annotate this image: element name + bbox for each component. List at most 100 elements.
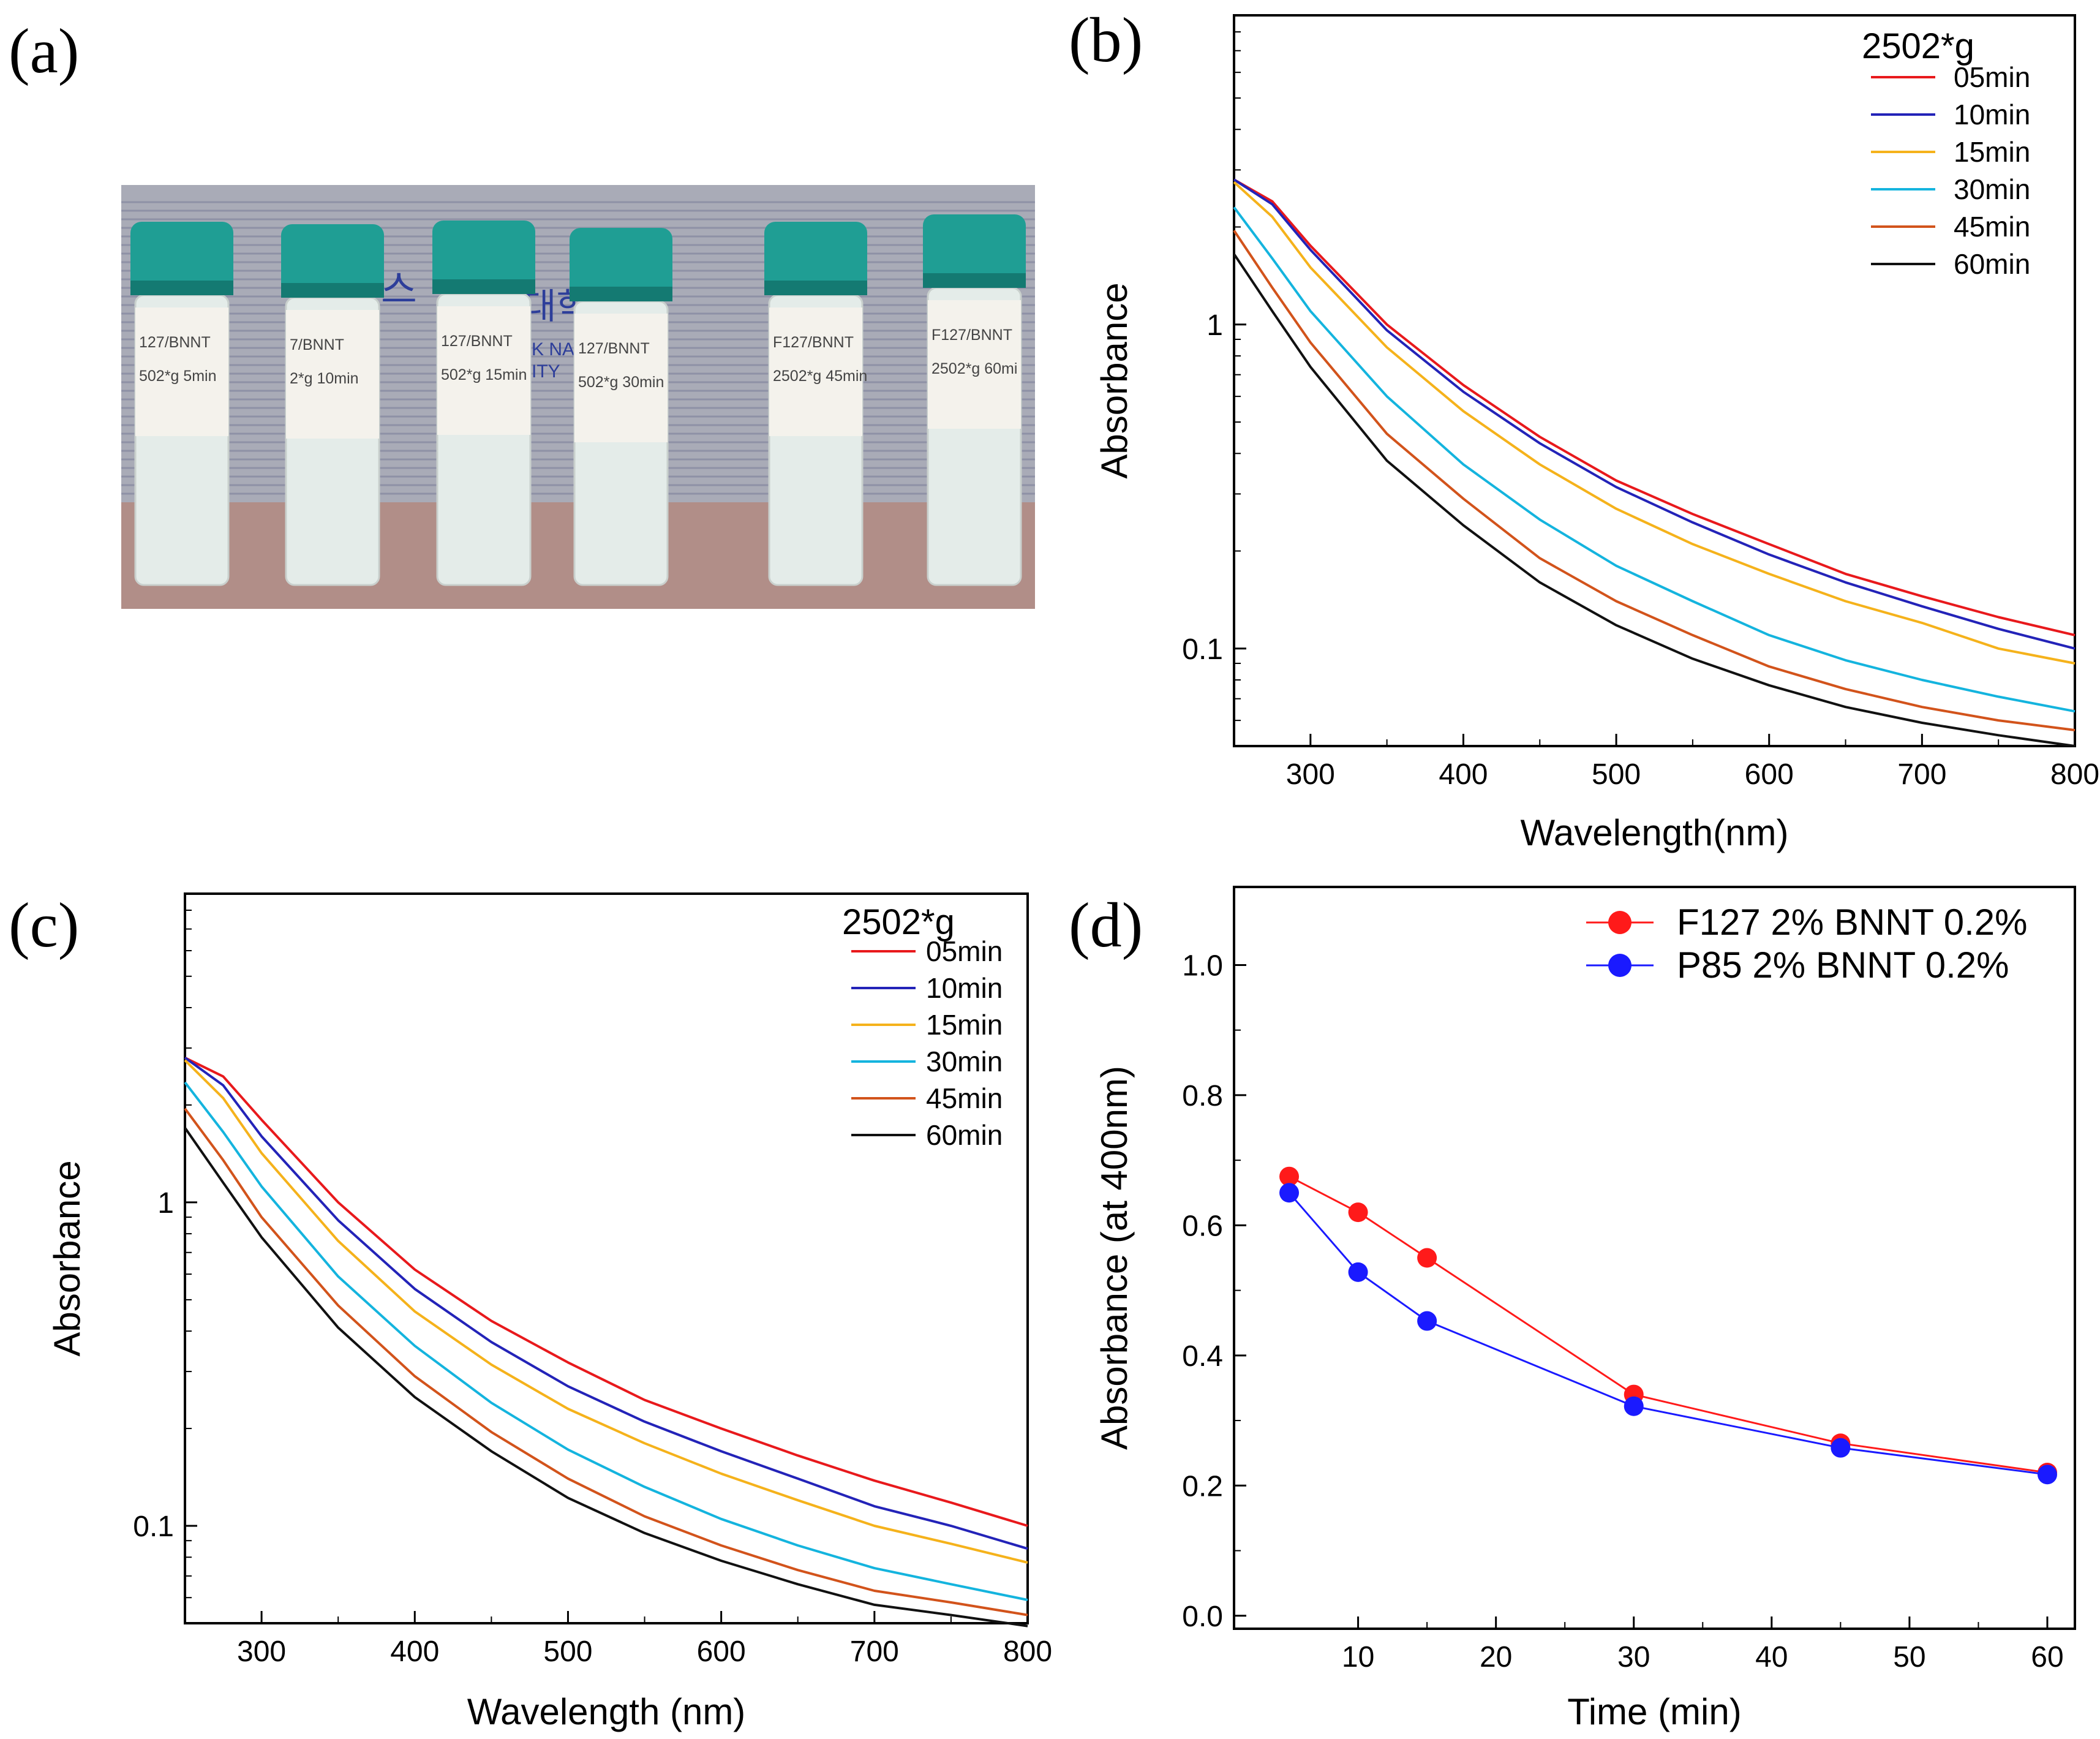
vial-cap — [764, 222, 867, 295]
vial: F127/BNNT 2502*g 45min — [764, 222, 867, 586]
legend-label: 45min — [926, 1082, 1003, 1114]
y-tick-label: 0.8 — [1182, 1080, 1223, 1112]
x-tick-label: 20 — [1480, 1641, 1512, 1673]
y-tick-label: 1 — [1206, 309, 1223, 342]
plot-frame — [1233, 14, 2076, 747]
legend-label: 30min — [1954, 173, 2030, 205]
plot-frame — [1233, 886, 2076, 1630]
vial-cap-rim — [923, 273, 1026, 288]
series-line — [1233, 178, 2076, 636]
series-line — [184, 1059, 1028, 1564]
series-line — [184, 1081, 1028, 1601]
legend-title: 2502*g — [842, 902, 955, 942]
series-line — [184, 1057, 1028, 1527]
x-tick-label: 300 — [237, 1635, 286, 1668]
panel-letter-d: (d) — [1069, 890, 1143, 960]
backdrop-text-4: ITY — [532, 361, 560, 382]
legend-label: F127 2% BNNT 0.2% — [1677, 902, 2028, 943]
vial-cap-rim — [764, 281, 867, 295]
x-tick-label: 400 — [390, 1635, 439, 1668]
vial-label-line2: 2502*g 60mi — [931, 360, 1017, 377]
legend-label: 15min — [926, 1009, 1003, 1041]
x-tick-label: 800 — [1003, 1635, 1052, 1668]
series-line — [1233, 253, 2076, 747]
legend-label: 30min — [926, 1046, 1003, 1077]
legend-label: 60min — [1954, 248, 2030, 280]
vial-cap-rim — [570, 287, 672, 301]
vial-label-sticker — [928, 300, 1021, 429]
series-line — [1233, 206, 2076, 713]
vial-label-sticker — [574, 314, 668, 442]
y-tick-label: 1.0 — [1182, 949, 1223, 982]
vial-cap — [130, 222, 233, 295]
vial-label-line1: F127/BNNT — [931, 326, 1012, 344]
vial: 127/BNNT 502*g 30min — [570, 228, 672, 586]
vial-label-line1: 7/BNNT — [290, 336, 344, 353]
x-tick-label: 50 — [1893, 1641, 1925, 1673]
data-point — [1417, 1311, 1437, 1331]
x-tick-label: 400 — [1439, 758, 1488, 791]
y-tick-label: 0.6 — [1182, 1210, 1223, 1242]
x-tick-label: 60 — [2031, 1641, 2063, 1673]
vial-label-line1: F127/BNNT — [773, 334, 854, 351]
panel-letter-a: (a) — [9, 16, 79, 86]
vial: 127/BNNT 502*g 5min — [130, 222, 233, 586]
series-line — [184, 1127, 1028, 1628]
data-point — [1831, 1438, 1851, 1458]
legend-label: P85 2% BNNT 0.2% — [1677, 945, 2009, 986]
vial-cap-rim — [281, 283, 384, 298]
vial-cap-rim — [432, 279, 535, 294]
chart-panel-b: 300 400 500 600 700 800 0.1 1 Wavelength(nm) Abso… — [1094, 14, 2099, 853]
data-point — [1624, 1396, 1644, 1416]
series-line — [1233, 181, 2076, 665]
y-axis-title: Absorbance (at 400nm) — [1094, 1066, 1135, 1450]
data-point — [1417, 1248, 1437, 1268]
vial: 7/BNNT 2*g 10min — [281, 224, 384, 586]
x-tick-label: 600 — [1745, 758, 1794, 791]
vial-cap — [923, 214, 1026, 288]
legend-label: 45min — [1954, 211, 2030, 243]
vial-label-sticker — [135, 307, 228, 436]
series-line — [184, 1107, 1028, 1616]
x-tick-label: 300 — [1286, 758, 1335, 791]
legend-label: 05min — [926, 935, 1003, 967]
y-tick-label: 0.0 — [1182, 1601, 1223, 1633]
legend-marker — [1608, 954, 1631, 977]
vial-cap — [281, 224, 384, 298]
y-tick-label: 0.2 — [1182, 1470, 1223, 1503]
y-axis-title: Absorbance — [1094, 282, 1135, 478]
data-point — [1348, 1262, 1368, 1282]
vial-label-sticker — [769, 307, 862, 436]
series-line — [1289, 1175, 2048, 1474]
data-point — [1348, 1202, 1368, 1223]
series-line — [1233, 178, 2076, 650]
data-point — [2037, 1465, 2057, 1485]
legend-label: 60min — [926, 1119, 1003, 1151]
y-tick-label: 0.1 — [1182, 633, 1223, 666]
x-axis-title: Wavelength(nm) — [1521, 812, 1789, 853]
x-tick-label: 800 — [2050, 758, 2099, 791]
y-tick-label: 1 — [157, 1187, 174, 1220]
x-axis-title: Wavelength (nm) — [467, 1691, 746, 1732]
legend-label: 15min — [1954, 136, 2030, 168]
chart-panel-d: 10 20 30 40 50 60 0.0 0.2 0.4 0.6 0.8 1.0 Time (min)… — [1094, 886, 2076, 1732]
vial-label-line2: 502*g 15min — [441, 366, 527, 383]
vial-label-line2: 502*g 5min — [139, 368, 216, 385]
panel-letter-c: (c) — [9, 890, 79, 960]
y-tick-label: 0.4 — [1182, 1340, 1223, 1373]
vial-cap — [570, 228, 672, 301]
x-tick-label: 500 — [543, 1635, 592, 1668]
x-tick-label: 40 — [1755, 1641, 1788, 1673]
x-tick-label: 700 — [850, 1635, 899, 1668]
vial-label-sticker — [437, 306, 530, 435]
vial-label-line2: 502*g 30min — [578, 374, 664, 391]
legend-title: 2502*g — [1862, 26, 1974, 66]
data-point — [1279, 1166, 1300, 1186]
series-line — [1233, 230, 2076, 731]
series-line — [184, 1057, 1028, 1550]
legend-label: 10min — [1954, 99, 2030, 130]
x-tick-label: 600 — [697, 1635, 746, 1668]
vial-cap-rim — [130, 281, 233, 295]
